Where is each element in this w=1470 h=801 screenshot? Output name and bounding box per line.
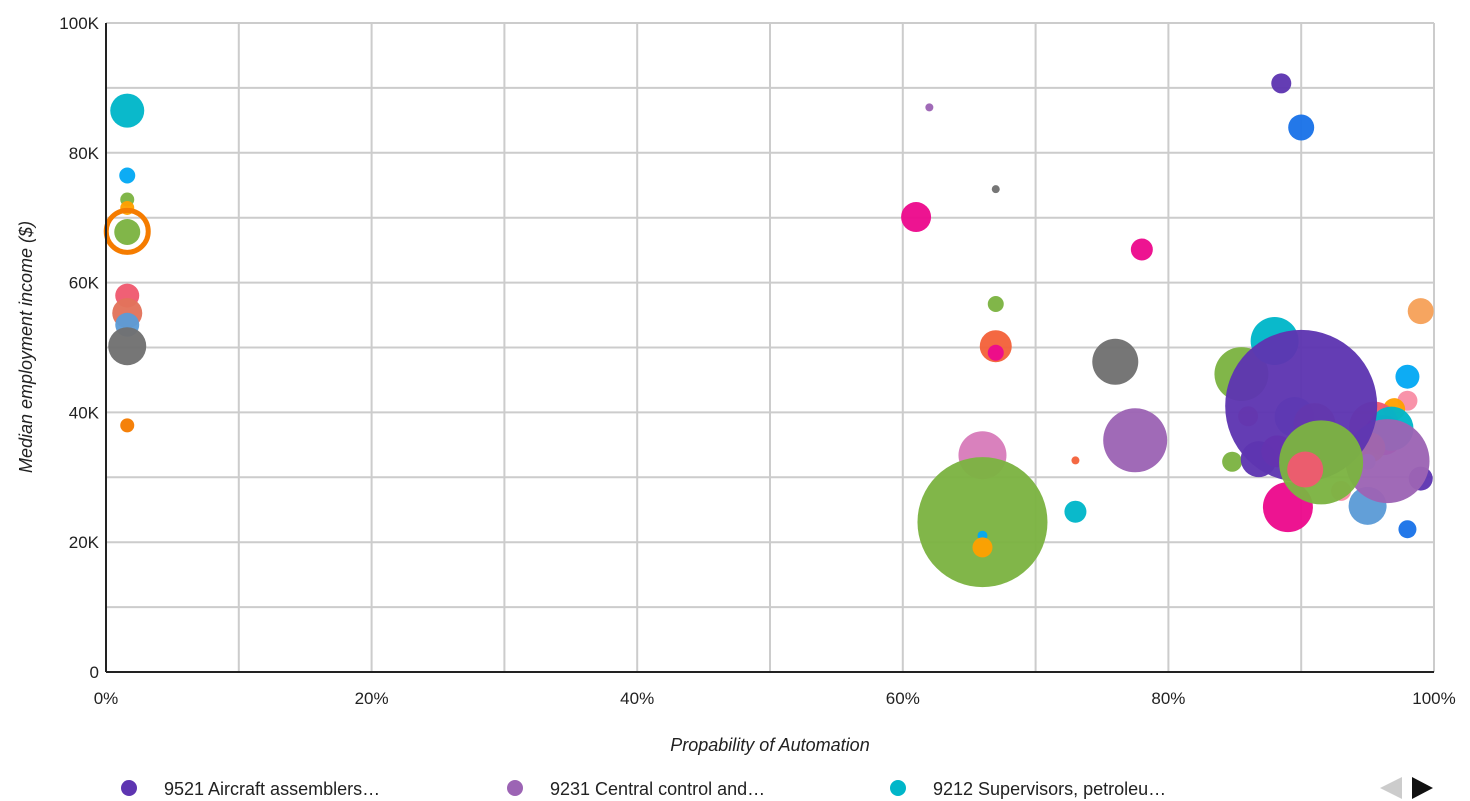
y-tick-label: 0	[90, 663, 99, 682]
x-tick-label: 20%	[355, 689, 389, 708]
data-point[interactable]	[925, 103, 934, 112]
data-point[interactable]	[120, 418, 135, 433]
data-point[interactable]	[108, 327, 147, 366]
data-point[interactable]	[119, 167, 136, 184]
data-point[interactable]	[1103, 408, 1168, 473]
x-axis-title: Propability of Automation	[670, 735, 869, 755]
legend-item-label[interactable]: 9231 Central control and…	[550, 779, 765, 799]
y-tick-label: 60K	[69, 274, 100, 293]
data-point[interactable]	[1407, 298, 1434, 325]
data-point[interactable]	[1064, 500, 1087, 523]
x-tick-label: 80%	[1151, 689, 1185, 708]
data-point[interactable]	[1288, 114, 1315, 141]
data-point[interactable]	[114, 218, 141, 245]
legend-item-label[interactable]: 9521 Aircraft assemblers…	[164, 779, 380, 799]
legend[interactable]: 9521 Aircraft assemblers… 9231 Central co…	[121, 779, 1166, 799]
y-tick-label: 100K	[59, 14, 99, 33]
data-point[interactable]	[1092, 338, 1139, 385]
data-point[interactable]	[987, 296, 1004, 313]
data-point[interactable]	[1222, 451, 1243, 472]
legend-pager[interactable]	[1380, 777, 1433, 799]
y-axis-title: Median employment income ($)	[16, 221, 36, 473]
data-point[interactable]	[1271, 73, 1292, 94]
data-point[interactable]	[1130, 238, 1153, 261]
data-point[interactable]	[917, 457, 1048, 588]
data-point[interactable]	[1395, 364, 1420, 389]
axes	[105, 23, 1434, 673]
x-tick-label: 40%	[620, 689, 654, 708]
grid	[105, 22, 1435, 673]
legend-next-icon[interactable]	[1412, 777, 1433, 799]
data-point[interactable]	[972, 537, 993, 558]
legend-item-label[interactable]: 9212 Supervisors, petroleu…	[933, 779, 1166, 799]
x-tick-label: 60%	[886, 689, 920, 708]
legend-prev-icon[interactable]	[1380, 777, 1402, 799]
legend-marker	[121, 780, 137, 796]
data-point[interactable]	[901, 202, 932, 233]
y-tick-label: 80K	[69, 144, 100, 163]
data-point[interactable]	[1287, 451, 1324, 488]
data-points[interactable]	[103, 73, 1434, 588]
data-point[interactable]	[991, 185, 1000, 194]
x-tick-label: 100%	[1412, 689, 1455, 708]
data-point[interactable]	[110, 93, 145, 128]
data-point[interactable]	[1398, 520, 1417, 539]
legend-marker	[507, 780, 523, 796]
y-tick-label: 20K	[69, 533, 100, 552]
legend-marker	[890, 780, 906, 796]
data-point[interactable]	[1071, 456, 1080, 465]
tick-labels: 0% 20% 40% 60% 80% 100% 0 20K 40K 60K 80K 100K	[59, 14, 1455, 708]
data-point[interactable]	[987, 344, 1004, 361]
x-tick-label: 0%	[94, 689, 119, 708]
y-tick-label: 40K	[69, 403, 100, 422]
